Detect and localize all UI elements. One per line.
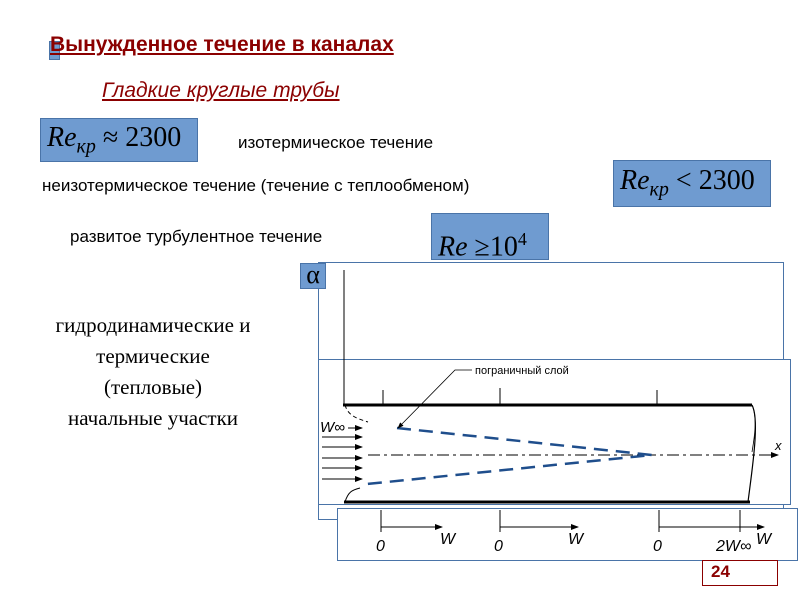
entry-curve-top xyxy=(344,404,369,423)
formula-sub: кр xyxy=(76,135,96,158)
formula-re-less: Reкр < 2300 xyxy=(613,160,771,207)
axis-zero-label: 0 xyxy=(376,538,385,555)
axis-w-label: W xyxy=(756,531,773,548)
axis-zero-label: 0 xyxy=(653,538,662,555)
w-inf-label: W∞ xyxy=(320,419,345,436)
pipe-end-profile xyxy=(747,404,757,503)
side-text-line: начальные участки xyxy=(67,406,239,430)
axis-w-label: W xyxy=(440,531,457,548)
formula-rhs: 10 xyxy=(489,231,518,263)
inflow-arrows xyxy=(322,425,363,482)
side-text: гидродинамические и термические (тепловы… xyxy=(20,310,286,434)
slide-title: Вынужденное течение в каналах xyxy=(50,33,394,56)
nonisothermal-label: неизотермическое течение (течение с тепл… xyxy=(42,176,470,195)
axis-zero-label: 0 xyxy=(494,538,503,555)
formula-lhs: Re xyxy=(438,231,468,263)
formula-sub: кр xyxy=(649,178,669,201)
boundary-layer-label: пограничный слой xyxy=(475,365,569,377)
formula-op: ≥ xyxy=(474,231,490,263)
side-text-line: (тепловые) xyxy=(103,375,203,399)
formula-rhs: 2300 xyxy=(698,165,755,196)
pipe-end-hatch xyxy=(751,404,756,453)
axis-2w-inf-label: 2W∞ xyxy=(715,538,751,555)
alpha-symbol: α xyxy=(300,262,326,289)
formula-sup: 4 xyxy=(517,229,527,249)
formula-lhs: Re xyxy=(47,122,77,153)
turbulent-label: развитое турбулентное течение xyxy=(70,227,323,246)
boundary-layer-leader xyxy=(397,369,472,429)
page-number: 24 xyxy=(702,560,778,586)
axis-w-label: W xyxy=(568,531,585,548)
formula-op: ≈ xyxy=(102,122,119,153)
diagram-frame-profiles xyxy=(337,508,798,561)
boundary-layer-line xyxy=(366,426,653,486)
side-text-line: гидродинамические и xyxy=(55,313,251,337)
formula-lhs: Re xyxy=(620,165,650,196)
slide-subtitle: Гладкие круглые трубы xyxy=(102,79,340,102)
entry-curve-bottom xyxy=(344,487,361,503)
formula-op: < xyxy=(675,165,692,196)
formula-re-turbulent: Re ≥104 xyxy=(431,213,549,263)
side-text-line: термические xyxy=(96,344,210,368)
text-cursor-marker xyxy=(49,41,60,60)
isothermal-label: изотермическое течение xyxy=(238,133,434,152)
formula-rhs: 2300 xyxy=(125,122,182,153)
x-axis-label: x xyxy=(774,438,782,453)
velocity-profile-axes xyxy=(380,510,765,532)
formula-re-critical: Reкр ≈ 2300 xyxy=(40,118,198,162)
